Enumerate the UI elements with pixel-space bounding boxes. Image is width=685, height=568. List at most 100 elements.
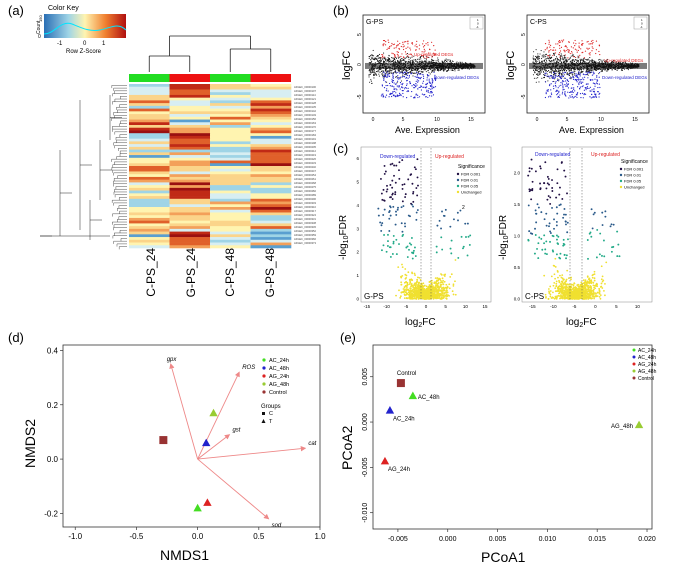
heatmap-cell [129,245,170,249]
ma-point-down [392,75,394,78]
ma-point-down [555,90,557,92]
ma-point-up [589,43,591,45]
ma-point-down [555,86,557,88]
heatmap-cell [169,168,211,172]
heatmap-cell [129,187,170,191]
ma-point [370,72,373,74]
ma-point-down [562,89,564,91]
ma-point-down [557,75,559,77]
heatmap-cell [250,144,292,148]
heatmap-cell [129,231,170,235]
volcano-point [412,297,415,300]
ma-point [420,60,422,62]
ma-point-down [544,81,547,83]
ma-plot-g-ps-legend-0: 0 [477,22,479,26]
ma-point [373,58,375,60]
heatmap-cell [169,179,211,183]
ma-point-down [405,87,407,89]
ma-point-up [590,40,593,42]
ma-point [556,58,558,60]
ma-point [383,60,385,63]
heatmap-cell [210,226,251,230]
ma-point [583,61,585,63]
volcano-point [435,282,438,285]
ma-point [563,70,566,72]
heatmap-cell [250,245,292,249]
volcano-point [400,281,403,284]
ma-point-up [559,47,561,49]
ma-point-down [399,88,401,90]
heatmap-cell [250,234,292,238]
ma-point [384,56,386,58]
heatmap-row-label: AFGEC_00000282 [294,189,316,193]
ma-point [423,61,425,63]
ma-point-down [391,80,393,82]
heatmap-cell [250,133,292,137]
heatmap-cell [210,160,251,164]
ma-point-up [400,55,402,58]
volcano-point [426,294,429,297]
ma-point-up [548,50,550,52]
ma-point [376,55,378,58]
ma-point-down [415,86,417,88]
volcano-point-sig [413,246,416,249]
ma-point [405,68,407,71]
ma-point-down [424,93,426,96]
ma-point [372,71,374,73]
ma-point-up [384,44,387,46]
ma-point-up [397,44,400,46]
heatmap-cell [250,97,292,101]
ma-point [612,60,614,62]
ma-point-down [550,96,552,98]
ma-point [405,72,407,74]
ma-point-up [548,51,550,53]
ma-point-down [596,80,599,82]
heatmap-cell [210,116,251,120]
volcano-point-sig [416,158,419,161]
ma-point-up [383,43,385,45]
heatmap-cell [129,207,170,211]
ma-point [561,54,563,56]
ma-point-down [554,77,556,79]
ma-point [537,77,539,79]
ma-point [387,59,389,61]
ma-point-down [578,77,580,79]
ma-point-up [399,42,401,45]
ma-point-up [414,45,416,47]
heatmap-cell [210,190,251,194]
ma-point-down [553,77,555,79]
ma-point-up [431,41,433,43]
ma-point [406,61,408,63]
ma-point-up [427,42,429,44]
ma-point-down [550,89,552,91]
ma-point [389,70,391,72]
ma-point-down [380,95,382,97]
heatmap-cell [250,152,292,156]
ma-point-down [414,97,416,99]
heatmap-cell [169,220,211,224]
volcano-point [414,274,416,277]
volcano-point [420,295,423,298]
ma-point-down [399,76,401,78]
ma-point [553,61,555,63]
ma-point [535,69,537,71]
heatmap-cell [210,149,251,153]
ma-point [385,72,387,74]
ma-point-down [434,86,437,88]
ma-point-down [428,87,430,90]
volcano-point [446,291,449,294]
ma-point [577,55,579,57]
ma-point [581,58,583,60]
ma-point-up [405,41,407,43]
ma-point [369,81,371,83]
ma-point [570,55,572,57]
ma-point [534,68,537,70]
heatmap-row-label: AFGEC_00000233 [294,161,316,165]
ma-point-down [578,81,581,83]
ma-point [563,55,565,57]
ma-point [543,55,545,57]
ma-plot-g-ps-ytick-neg5: -5 [357,94,363,99]
ma-point [538,81,540,83]
ma-point [393,57,395,59]
ma-point-down [427,96,429,99]
